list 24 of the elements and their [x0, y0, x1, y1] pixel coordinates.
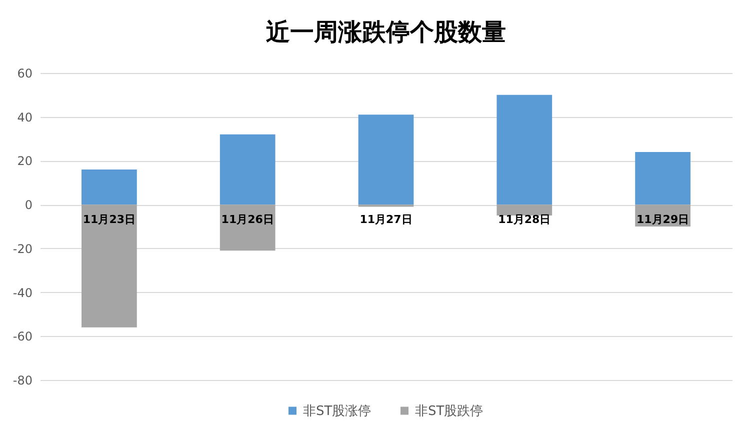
bar	[635, 152, 690, 205]
y-tick-label: 20	[17, 154, 32, 168]
y-tick-label: 60	[17, 66, 32, 80]
legend-label: 非ST股涨停	[303, 404, 372, 419]
x-tick-label: 11月27日	[360, 213, 412, 226]
y-tick-label: -60	[12, 330, 32, 344]
legend-label: 非ST股跌停	[415, 404, 484, 419]
x-tick-label: 11月23日	[82, 213, 136, 226]
x-tick-label: 11月29日	[636, 213, 690, 226]
y-tick-label: 40	[17, 110, 32, 124]
y-tick-label: -20	[12, 242, 32, 256]
bar	[358, 114, 414, 205]
y-tick-label: -80	[12, 374, 32, 388]
bar	[220, 134, 276, 205]
chart-title: 近一周涨跌停个股数量	[266, 18, 506, 46]
bar	[496, 204, 552, 216]
bar	[82, 169, 137, 205]
y-tick-label: -40	[12, 286, 32, 300]
y-tick-label: 0	[24, 198, 32, 212]
x-tick-label: 11月28日	[498, 213, 551, 226]
x-tick-label: 11月26日	[221, 213, 274, 226]
bar	[82, 204, 137, 328]
bar	[220, 204, 276, 251]
bar	[496, 94, 552, 205]
